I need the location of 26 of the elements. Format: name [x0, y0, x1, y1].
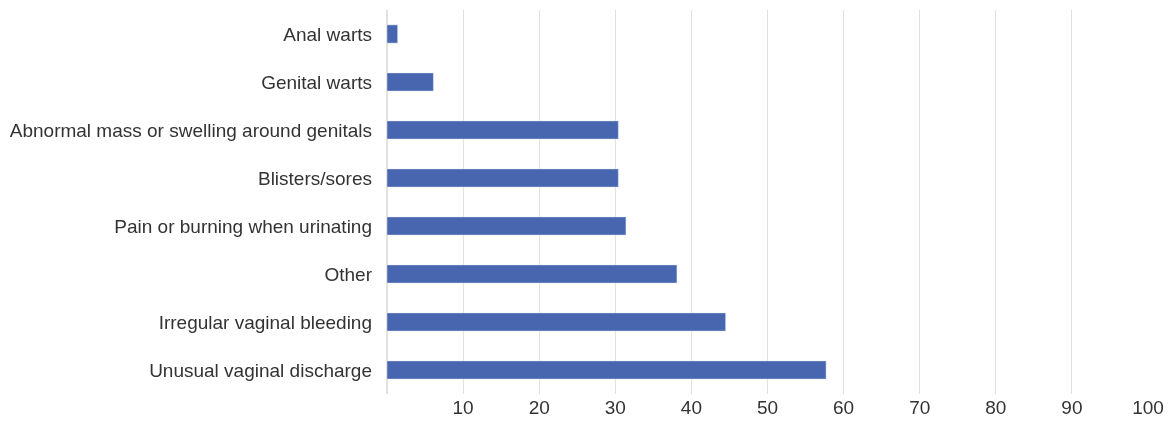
x-tick-label: 10	[452, 397, 474, 418]
x-tick-label: 70	[909, 397, 931, 418]
x-tick-label: 100	[1132, 397, 1164, 418]
bar	[387, 264, 678, 284]
x-tick-label: 60	[833, 397, 855, 418]
x-tick-label: 30	[604, 397, 626, 418]
bar	[387, 24, 398, 44]
x-tick-label: 40	[680, 397, 702, 418]
y-tick-label: Anal warts	[283, 23, 372, 45]
y-tick-label: Unusual vaginal discharge	[149, 359, 372, 381]
y-tick-label: Irregular vaginal bleeding	[158, 311, 372, 333]
y-tick-label: Other	[324, 263, 373, 285]
bar	[387, 360, 827, 380]
x-tick-label: 90	[1061, 397, 1083, 418]
x-tick-label: 80	[985, 397, 1007, 418]
x-tick-label: 50	[756, 397, 779, 418]
bar	[387, 312, 726, 332]
x-tick-label: 20	[528, 397, 550, 418]
y-tick-label: Genital warts	[261, 71, 372, 93]
bar	[387, 120, 619, 140]
y-tick-label: Pain or burning when urinating	[114, 215, 372, 237]
bar	[387, 72, 434, 92]
bar	[387, 216, 627, 236]
y-tick-label: Abnormal mass or swelling around genitals	[9, 119, 372, 141]
bar	[387, 168, 619, 188]
y-tick-label: Blisters/sores	[257, 167, 372, 189]
